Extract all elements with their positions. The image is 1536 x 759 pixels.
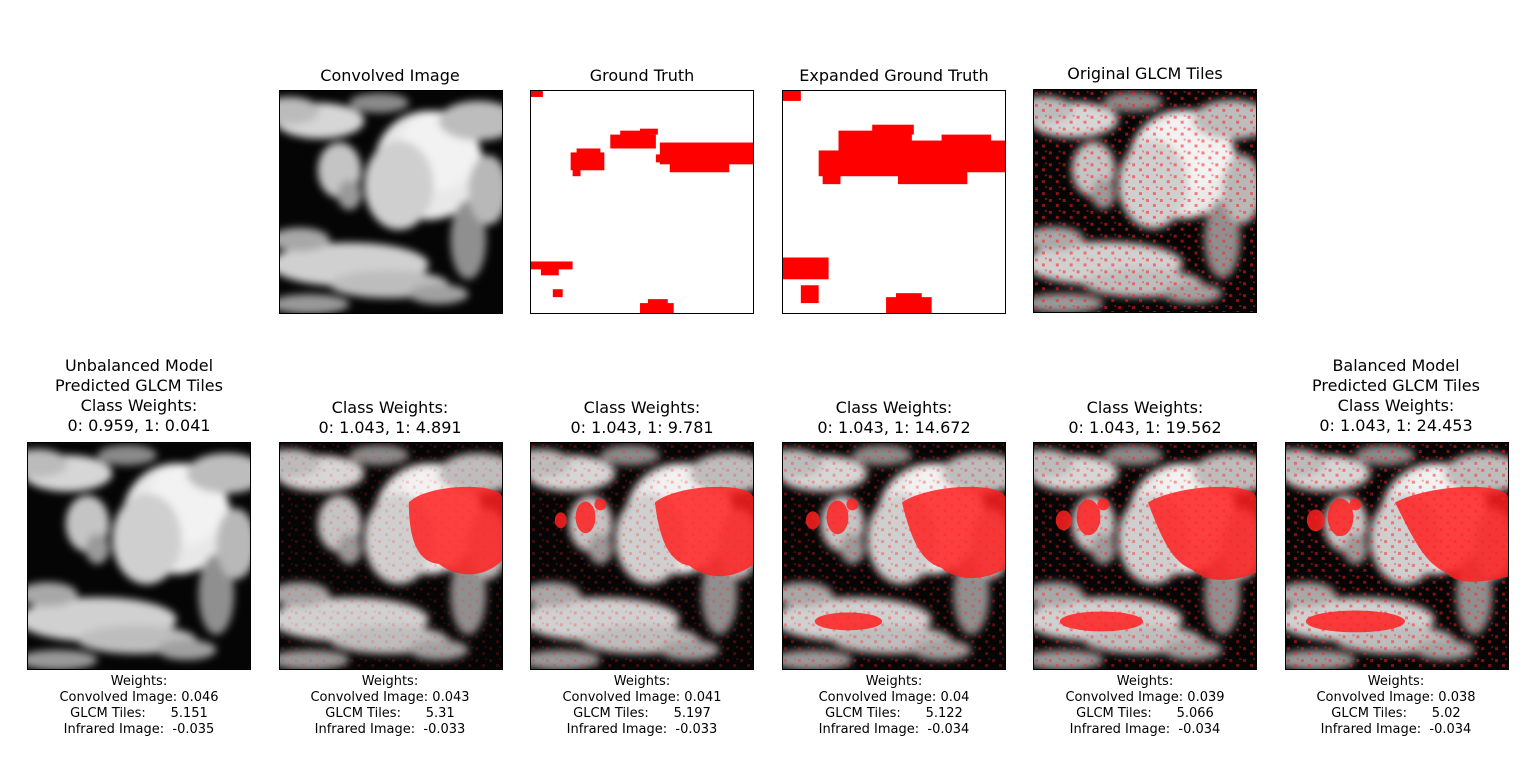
weights-label: Weights: xyxy=(361,674,419,689)
weights-caption-1: Weights: Convolved Image: 0.043 GLCM Til… xyxy=(260,674,520,738)
convolved-image-panel xyxy=(279,90,503,314)
panel-title-model-3: Class Weights: 0: 1.043, 1: 14.672 xyxy=(817,398,971,437)
ground-truth-panel xyxy=(530,90,754,314)
weight-convolved: Convolved Image: 0.038 xyxy=(1316,690,1476,705)
weight-convolved: Convolved Image: 0.04 xyxy=(818,690,970,705)
weights-caption-4: Weights: Convolved Image: 0.039 GLCM Til… xyxy=(1015,674,1275,738)
panel-title-convolved: Convolved Image xyxy=(320,66,460,85)
weight-glcm: GLCM Tiles: 5.02 xyxy=(1331,706,1461,721)
convolved-image xyxy=(280,91,502,313)
original-glcm-panel xyxy=(1033,89,1257,313)
ground-truth-mask xyxy=(531,91,753,313)
expanded-ground-truth-mask xyxy=(783,91,1005,313)
weights-label: Weights: xyxy=(865,674,923,689)
weight-infrared: Infrared Image: -0.034 xyxy=(1320,722,1472,737)
weight-glcm: GLCM Tiles: 5.066 xyxy=(1076,706,1214,721)
weights-label: Weights: xyxy=(1367,674,1425,689)
weights-label: Weights: xyxy=(110,674,168,689)
prediction-panel-5 xyxy=(1285,442,1509,670)
weight-infrared: Infrared Image: -0.034 xyxy=(1069,722,1221,737)
panel-title-expanded-ground-truth: Expanded Ground Truth xyxy=(799,66,989,85)
weights-label: Weights: xyxy=(1116,674,1174,689)
panel-title-original-glcm: Original GLCM Tiles xyxy=(1067,64,1223,83)
prediction-panel-0 xyxy=(27,442,251,670)
weight-convolved: Convolved Image: 0.041 xyxy=(562,690,722,705)
prediction-panel-1 xyxy=(279,442,503,670)
weight-glcm: GLCM Tiles: 5.197 xyxy=(573,706,711,721)
panel-title-model-4: Class Weights: 0: 1.043, 1: 19.562 xyxy=(1068,398,1222,437)
panel-title-model-0: Unbalanced Model Predicted GLCM Tiles Cl… xyxy=(55,356,223,435)
panel-title-ground-truth: Ground Truth xyxy=(589,66,695,85)
prediction-panel-3 xyxy=(782,442,1006,670)
prediction-image-1 xyxy=(280,443,502,669)
weight-infrared: Infrared Image: -0.033 xyxy=(566,722,718,737)
weights-caption-2: Weights: Convolved Image: 0.041 GLCM Til… xyxy=(512,674,772,738)
weights-caption-5: Weights: Convolved Image: 0.038 GLCM Til… xyxy=(1266,674,1526,738)
weight-infrared: Infrared Image: -0.033 xyxy=(314,722,466,737)
weight-convolved: Convolved Image: 0.046 xyxy=(59,690,219,705)
original-glcm-image xyxy=(1034,90,1256,312)
prediction-image-3 xyxy=(783,443,1005,669)
weight-convolved: Convolved Image: 0.039 xyxy=(1065,690,1225,705)
prediction-panel-4 xyxy=(1033,442,1257,670)
prediction-image-0 xyxy=(28,443,250,669)
weights-caption-0: Weights: Convolved Image: 0.046 GLCM Til… xyxy=(9,674,269,738)
prediction-image-4 xyxy=(1034,443,1256,669)
panel-title-model-5: Balanced Model Predicted GLCM Tiles Clas… xyxy=(1312,356,1480,435)
weights-label: Weights: xyxy=(613,674,671,689)
prediction-panel-2 xyxy=(530,442,754,670)
prediction-image-2 xyxy=(531,443,753,669)
weights-caption-3: Weights: Convolved Image: 0.04 GLCM Tile… xyxy=(764,674,1024,738)
panel-title-model-1: Class Weights: 0: 1.043, 1: 4.891 xyxy=(318,398,462,437)
expanded-ground-truth-panel xyxy=(782,90,1006,314)
prediction-image-5 xyxy=(1286,443,1508,669)
weight-glcm: GLCM Tiles: 5.151 xyxy=(70,706,208,721)
weight-glcm: GLCM Tiles: 5.122 xyxy=(825,706,963,721)
panel-title-model-2: Class Weights: 0: 1.043, 1: 9.781 xyxy=(570,398,714,437)
weight-convolved: Convolved Image: 0.043 xyxy=(310,690,470,705)
weight-infrared: Infrared Image: -0.034 xyxy=(818,722,970,737)
weight-infrared: Infrared Image: -0.035 xyxy=(63,722,215,737)
weight-glcm: GLCM Tiles: 5.31 xyxy=(325,706,455,721)
